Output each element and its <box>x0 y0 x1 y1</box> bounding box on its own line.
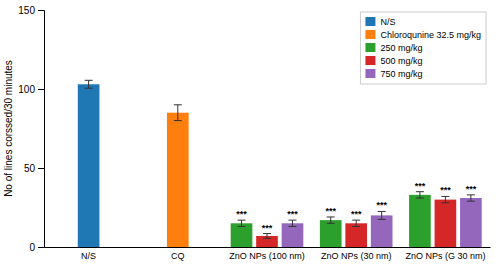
annotation: *** <box>325 206 336 216</box>
y-tick-mark <box>38 89 44 90</box>
y-tick-label: 150 <box>18 5 35 16</box>
y-tick-mark <box>38 168 44 169</box>
annotation: *** <box>236 209 247 219</box>
y-axis-title: No of lines corssed/30 minutes <box>3 60 14 197</box>
error-bar <box>416 192 424 198</box>
x-tick-label: N/S <box>81 251 96 261</box>
annotation: *** <box>376 200 387 210</box>
bar <box>435 200 457 247</box>
error-bar <box>352 220 360 226</box>
legend-item: 250 mg/kg <box>365 43 422 53</box>
x-tick-label: ZnO NPs (G 30 nm) <box>405 251 485 261</box>
bar <box>167 113 189 247</box>
error-bar <box>327 217 335 223</box>
legend-label: N/S <box>380 17 395 27</box>
x-tick-label: ZnO NPs (100 nm) <box>229 251 305 261</box>
legend-swatch <box>365 43 375 52</box>
annotation: *** <box>466 184 477 194</box>
legend-swatch <box>365 30 375 39</box>
x-tick: ZnO NPs (G 30 nm) <box>405 251 485 261</box>
axis-line <box>38 11 45 248</box>
y-tick-mark <box>38 10 44 11</box>
bar <box>320 220 342 247</box>
legend-swatch <box>365 56 375 65</box>
x-axis: N/S CQ ZnO NPs (100 nm) ZnO NPs (30 nm) ZnO … <box>45 248 491 262</box>
annotation: *** <box>351 209 362 219</box>
error-bar <box>467 195 475 201</box>
x-tick: ZnO NPs (30 nm) <box>321 251 392 261</box>
annotation: *** <box>287 209 298 219</box>
error-bar <box>85 80 93 88</box>
bar <box>409 195 431 247</box>
error-bar <box>174 105 182 121</box>
annotations: *** *** *** *** *** *** *** *** *** <box>236 181 476 233</box>
plot: *** *** *** *** *** *** *** *** *** N/S CQ ZnO NPs … <box>18 5 490 262</box>
bar <box>460 198 482 247</box>
legend-swatch <box>365 69 375 78</box>
x-tick: ZnO NPs (100 nm) <box>229 251 305 261</box>
legend-item: 500 mg/kg <box>365 56 422 66</box>
y-axis: 0 50 100 150 <box>18 5 44 253</box>
bar <box>78 84 100 247</box>
legend: N/S Chloroqunine 32.5 mg/kg 250 mg/kg 500 m… <box>360 12 486 84</box>
x-tick-label: CQ <box>171 251 185 261</box>
x-tick-label: ZnO NPs (30 nm) <box>321 251 392 261</box>
y-tick-label: 0 <box>29 242 35 253</box>
annotation: *** <box>440 185 451 195</box>
x-tick: CQ <box>171 251 185 261</box>
legend-item: N/S <box>365 17 395 27</box>
error-bar <box>378 211 386 219</box>
annotation: *** <box>262 223 273 233</box>
error-bar <box>441 196 449 202</box>
annotation: *** <box>415 181 426 191</box>
error-bar <box>288 220 296 226</box>
legend-label: Chloroqunine 32.5 mg/kg <box>380 30 481 40</box>
legend-frame <box>360 12 486 84</box>
legend-label: 750 mg/kg <box>380 69 422 79</box>
y-tick: 150 <box>18 5 44 16</box>
legend-label: 250 mg/kg <box>380 43 422 53</box>
legend-swatch <box>365 17 375 26</box>
y-tick-label: 100 <box>18 84 35 95</box>
error-bar <box>263 234 271 239</box>
chart: *** *** *** *** *** *** *** *** *** N/S CQ ZnO NPs … <box>0 0 500 271</box>
x-tick: N/S <box>81 251 96 261</box>
legend-item: Chloroqunine 32.5 mg/kg <box>365 30 481 40</box>
y-tick: 50 <box>24 163 44 174</box>
axis-line <box>45 247 491 248</box>
bar <box>371 215 393 247</box>
legend-item: 750 mg/kg <box>365 69 422 79</box>
y-tick: 100 <box>18 84 44 95</box>
y-tick: 0 <box>29 242 44 253</box>
y-tick-mark <box>38 247 44 248</box>
error-bar <box>238 220 246 226</box>
legend-label: 500 mg/kg <box>380 56 422 66</box>
y-tick-label: 50 <box>24 163 36 174</box>
bars <box>78 80 482 247</box>
